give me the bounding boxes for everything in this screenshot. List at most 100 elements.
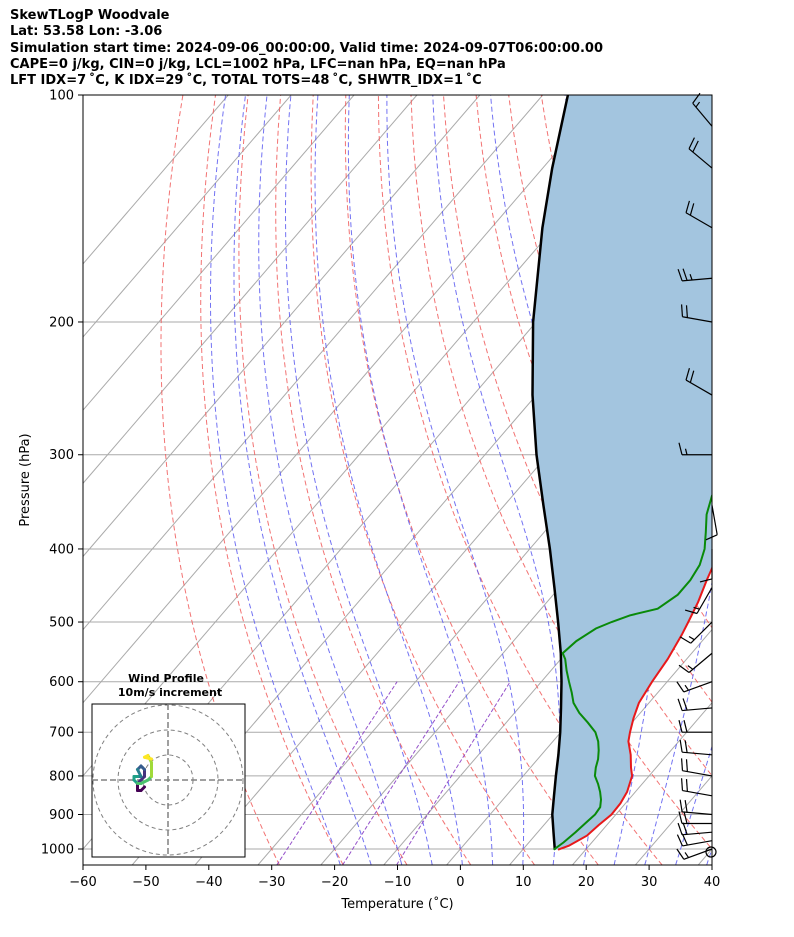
wind-barb	[678, 652, 713, 674]
wind-barb-half-flag	[684, 684, 690, 691]
wind-barb	[677, 698, 713, 712]
x-tick-label: 30	[641, 875, 658, 890]
y-tick-label: 800	[49, 769, 74, 784]
x-tick-label: 40	[704, 875, 721, 890]
isotherm-gridline	[83, 95, 607, 704]
isotherm-gridline	[697, 848, 712, 865]
wind-barb-flag	[699, 578, 713, 583]
y-tick-label: 500	[49, 616, 74, 631]
wind-barb-shaft	[682, 316, 713, 323]
y-tick-label: 100	[49, 89, 74, 104]
wind-barb-flag	[676, 681, 685, 693]
x-tick-label: −40	[195, 875, 222, 890]
wind-barbs	[676, 92, 718, 860]
isotherm-gridline	[83, 95, 544, 631]
wind-barb-flag	[684, 609, 698, 615]
isotherm-gridline	[446, 555, 712, 865]
y-tick-label: 1000	[41, 843, 74, 858]
wind-barb-shaft	[711, 505, 718, 535]
dry-adiabat-line	[377, 95, 663, 865]
y-tick-label: 300	[49, 448, 74, 463]
wind-barb	[679, 799, 713, 816]
wind-barb-flag	[678, 811, 683, 824]
calm-wind-circle	[705, 846, 717, 858]
isotherm-gridline	[83, 95, 229, 265]
moist-adiabat-line	[258, 95, 403, 865]
temperature-line	[557, 565, 712, 851]
dry-adiabat-line	[275, 95, 472, 865]
isotherm-gridline	[194, 263, 712, 865]
wind-barb-flag	[689, 370, 695, 383]
wind-barb-flag	[705, 534, 718, 541]
axes: −60 −50 −40 −30 −20 −10 0 10 20 30 40 1000 900 800 700…	[18, 89, 720, 913]
y-axis-title: Pressure (hPa)	[18, 433, 33, 526]
wind-barb	[676, 848, 713, 860]
isotherm-gridline	[83, 95, 418, 485]
isotherm-gridline	[572, 701, 712, 865]
wind-barb-flag	[677, 268, 683, 282]
dry-adiabat-line	[160, 95, 280, 865]
wind-barb-flag	[682, 268, 688, 281]
wind-barb-half-flag	[684, 448, 688, 455]
wind-barb-flag	[678, 664, 690, 674]
x-tick-label: −20	[321, 875, 348, 890]
wind-barb-flag	[688, 137, 695, 150]
dry-adiabat-line	[769, 95, 794, 865]
x-tick-label: −30	[258, 875, 285, 890]
chart-title: SkewTLogP Woodvale	[10, 8, 170, 23]
wind-barb-flag	[684, 740, 688, 753]
wind-barb	[677, 268, 713, 282]
hodograph-subtitle: 10m/s increment	[118, 686, 222, 699]
wind-barb	[679, 739, 713, 756]
dry-adiabat-line	[238, 95, 408, 865]
y-tick-label: 200	[49, 315, 74, 330]
wind-barb-half-flag	[688, 636, 695, 641]
wind-barb-flag	[678, 720, 683, 733]
wind-barb-flag	[681, 833, 688, 846]
wind-barb-flag	[685, 305, 688, 318]
index-line: LFT IDX=7 ˚C, K IDX=29 ˚C, TOTAL TOTS=48…	[10, 73, 482, 89]
isotherm-gridline	[83, 95, 481, 558]
x-tick-label: −50	[132, 875, 159, 890]
moist-adiabat-line	[314, 95, 463, 865]
wind-barb	[685, 367, 713, 396]
wind-barb	[684, 587, 713, 615]
x-tick-label: 0	[456, 875, 464, 890]
wind-barb	[705, 505, 718, 541]
wind-barb-flag	[692, 140, 699, 153]
x-tick-label: 10	[515, 875, 532, 890]
y-tick-label: 700	[49, 726, 74, 741]
moist-adiabat-line	[675, 744, 712, 865]
location-line: Lat: 53.58 Lon: -3.06	[10, 24, 163, 40]
wind-barb-flag	[692, 92, 701, 104]
y-tick-label: 900	[49, 808, 74, 823]
wind-barb-flag	[679, 636, 692, 644]
wind-barb	[678, 811, 712, 825]
wind-barb-flag	[680, 304, 684, 317]
wind-barb-flag	[683, 720, 688, 733]
wind-barb-flag	[679, 799, 683, 812]
mixing-ratio-line	[342, 681, 460, 865]
hodograph-title: Wind Profile	[128, 672, 204, 685]
wind-barb-flag	[680, 778, 684, 791]
x-tick-label: −10	[384, 875, 411, 890]
cape-line: CAPE=0 j/kg, CIN=0 j/kg, LCL=1002 hPa, L…	[10, 56, 506, 72]
mixing-ratio-line	[396, 681, 511, 865]
wind-barb	[680, 758, 713, 777]
moist-adiabat-line	[347, 95, 494, 865]
moist-adiabat-line	[285, 95, 433, 865]
x-axis-title: Temperature (˚C)	[340, 896, 453, 912]
wind-barb-half-flag	[689, 273, 693, 281]
wind-barb	[676, 681, 713, 693]
dry-adiabat-line	[737, 95, 794, 865]
chart-header: SkewTLogP Woodvale Lat: 53.58 Lon: -3.06…	[10, 8, 603, 89]
wind-barb	[680, 304, 713, 323]
y-tick-label: 600	[49, 675, 74, 690]
wind-barb-flag	[685, 200, 690, 213]
wind-barb-flag	[683, 811, 688, 824]
wind-barb	[685, 200, 713, 229]
cin-shaded-area	[532, 95, 712, 850]
wind-barb-half-flag	[695, 101, 701, 108]
dewpoint-line	[553, 493, 712, 851]
